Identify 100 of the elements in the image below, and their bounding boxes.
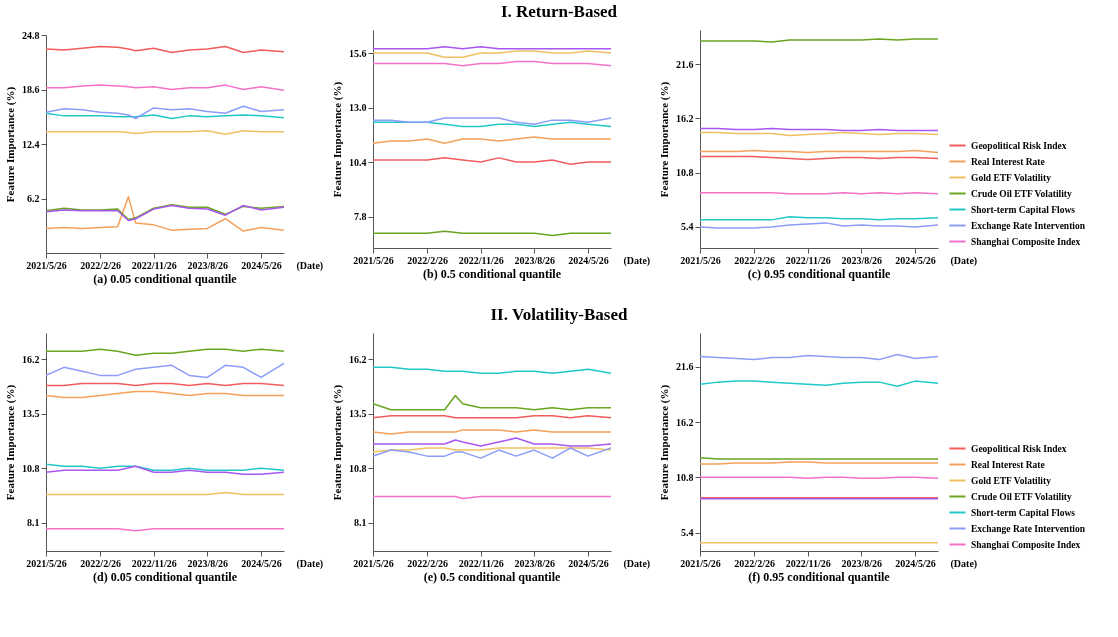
x-tick-label: 2023/8/26 [841, 557, 883, 569]
y-tick-label: 12.4 [22, 138, 40, 150]
y-tick-label: 16.2 [349, 353, 367, 365]
x-axis-title: (Date) [296, 259, 324, 272]
y-tick-label: 6.2 [27, 193, 40, 204]
x-tick-label: 2024/5/26 [241, 557, 282, 569]
line-series [373, 366, 611, 375]
text: (b) 0.5 conditional quantile [422, 267, 562, 281]
legend-label: Gold ETF Volatility [971, 475, 1052, 486]
line-series [46, 348, 284, 356]
x-tick-label: 2021/5/26 [353, 254, 394, 266]
x-tick-label: 2022/11/26 [131, 557, 177, 569]
x-axis-title: (Date) [296, 557, 324, 570]
legend-label: Real Interest Rate [971, 156, 1045, 167]
x-tick-label: 2024/5/26 [568, 557, 609, 569]
x-tick-label: 2022/2/26 [734, 557, 775, 569]
y-tick-label: 15.6 [349, 47, 367, 59]
x-tick-label: 2023/8/26 [514, 557, 556, 569]
x-tick-label: 2022/11/26 [458, 254, 504, 266]
y-tick-label: 7.8 [354, 211, 367, 223]
legend-label: Short-term Capital Flows [971, 204, 1076, 215]
y-tick-label: 10.8 [676, 471, 694, 483]
x-tick-label: 2024/5/26 [895, 557, 936, 569]
legend-label: Gold ETF Volatility [971, 172, 1052, 183]
text: I. Return-Based [499, 2, 619, 22]
y-tick-label: 16.2 [676, 416, 694, 428]
line-series [46, 105, 284, 120]
text: (a) 0.05 conditional quantile [93, 272, 238, 286]
text: II. Volatility-Based [489, 305, 629, 325]
legend-label: Crude Oil ETF Volatility [971, 491, 1072, 502]
text: (d) 0.05 conditional quantile [92, 570, 238, 584]
y-tick-label: 13.5 [349, 408, 367, 420]
y-axis-title: Feature Importance (%) [658, 81, 671, 198]
line-series [46, 463, 284, 472]
x-tick-label: 2024/5/26 [895, 254, 936, 266]
x-tick-label: 2024/5/26 [241, 259, 282, 271]
line-series [46, 465, 284, 476]
legend-label: Exchange Rate Intervention [971, 523, 1086, 534]
y-axis-title: Feature Importance (%) [331, 384, 344, 501]
x-tick-label: 2021/5/26 [353, 557, 394, 569]
x-tick-label: 2022/11/26 [131, 259, 177, 271]
y-tick-label: 5.4 [681, 527, 694, 539]
x-tick-label: 2022/11/26 [458, 557, 504, 569]
x-axis-title: (Date) [623, 557, 651, 570]
y-tick-label: 16.2 [676, 112, 694, 124]
line-series [46, 45, 284, 54]
x-axis-title: (Date) [623, 254, 651, 267]
x-tick-label: 2023/8/26 [187, 557, 229, 569]
x-tick-label: 2022/2/26 [407, 557, 448, 569]
line-series [46, 390, 284, 399]
y-tick-label: 10.8 [22, 462, 40, 474]
y-tick-label: 21.6 [676, 361, 694, 373]
x-tick-label: 2022/2/26 [80, 557, 121, 569]
y-tick-label: 18.6 [22, 84, 40, 95]
legend-label: Short-term Capital Flows [971, 507, 1076, 518]
text: (e) 0.5 conditional quantile [423, 570, 562, 584]
x-tick-label: 2022/2/26 [407, 254, 448, 266]
legend-label: Real Interest Rate [971, 459, 1045, 470]
x-axis-title: (Date) [950, 557, 978, 570]
line-series [373, 437, 611, 447]
y-tick-label: 21.6 [676, 58, 694, 70]
y-tick-label: 16.2 [22, 353, 40, 365]
y-tick-label: 13.0 [349, 102, 367, 114]
x-axis-title: (Date) [950, 254, 978, 267]
line-series [373, 157, 611, 165]
x-tick-label: 2022/2/26 [80, 259, 121, 271]
y-tick-label: 5.4 [681, 221, 694, 233]
legend-label: Shanghai Composite Index [971, 236, 1081, 247]
x-tick-label: 2021/5/26 [26, 259, 67, 271]
line-series [373, 117, 611, 126]
x-tick-label: 2023/8/26 [187, 259, 229, 271]
x-tick-label: 2021/5/26 [680, 254, 721, 266]
y-axis-title: Feature Importance (%) [4, 384, 17, 501]
y-tick-label: 8.1 [27, 517, 40, 529]
line-series [373, 394, 611, 411]
x-tick-label: 2024/5/26 [568, 254, 609, 266]
y-axis-title: Feature Importance (%) [658, 384, 671, 501]
line-series [46, 362, 284, 379]
y-tick-label: 10.8 [349, 462, 367, 474]
y-tick-label: 10.4 [349, 156, 367, 168]
text: (f) 0.95 conditional quantile [748, 570, 891, 584]
legend-label: Geopolitical Risk Index [971, 443, 1067, 454]
line-series [373, 136, 611, 144]
legend-label: Shanghai Composite Index [971, 539, 1081, 550]
y-tick-label: 13.5 [22, 408, 40, 420]
line-series [373, 447, 611, 459]
line-series [46, 195, 284, 232]
legend-label: Crude Oil ETF Volatility [971, 188, 1072, 199]
legend-label: Exchange Rate Intervention [971, 220, 1086, 231]
y-axis-title: Feature Importance (%) [4, 86, 17, 203]
x-tick-label: 2023/8/26 [841, 254, 883, 266]
x-tick-label: 2022/2/26 [734, 254, 775, 266]
y-tick-label: 8.1 [354, 517, 367, 529]
legend-label: Geopolitical Risk Index [971, 140, 1067, 151]
x-tick-label: 2021/5/26 [680, 557, 721, 569]
x-tick-label: 2022/11/26 [785, 254, 831, 266]
y-tick-label: 24.8 [22, 29, 40, 41]
x-tick-label: 2022/11/26 [785, 557, 831, 569]
x-tick-label: 2023/8/26 [514, 254, 556, 266]
y-tick-label: 10.8 [676, 167, 694, 179]
